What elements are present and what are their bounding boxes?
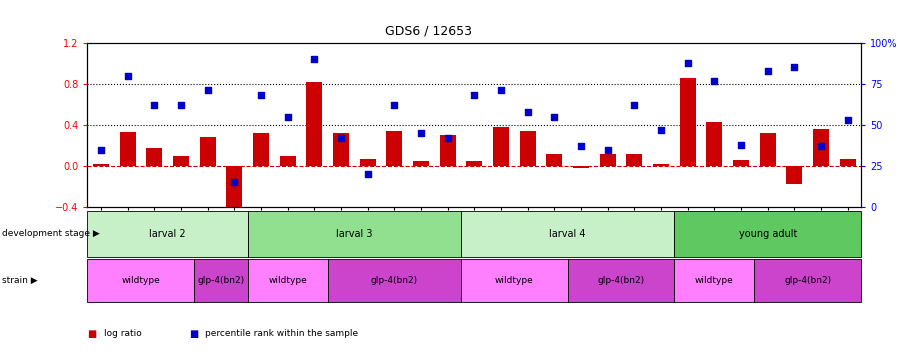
Bar: [307, 82, 322, 166]
Bar: [173, 156, 189, 166]
Text: wildtype: wildtype: [495, 276, 533, 285]
Point: [227, 180, 241, 185]
Point: [360, 171, 375, 177]
Point: [681, 60, 695, 65]
Text: strain ▶: strain ▶: [2, 276, 38, 285]
Text: wildtype: wildtype: [268, 276, 307, 285]
Bar: [840, 159, 856, 166]
Point: [333, 135, 348, 141]
Text: wildtype: wildtype: [695, 276, 734, 285]
Point: [627, 102, 642, 108]
Text: percentile rank within the sample: percentile rank within the sample: [205, 329, 358, 338]
Point: [173, 102, 188, 108]
Point: [814, 144, 829, 149]
Bar: [466, 161, 483, 166]
Bar: [146, 147, 162, 166]
Point: [654, 127, 669, 133]
Bar: [787, 166, 802, 185]
Point: [734, 142, 749, 147]
Text: ■: ■: [189, 329, 198, 339]
Point: [494, 87, 508, 93]
Bar: [253, 133, 269, 166]
Bar: [493, 127, 509, 166]
Bar: [680, 78, 695, 166]
Point: [547, 114, 562, 120]
Bar: [439, 135, 456, 166]
Bar: [573, 166, 589, 168]
Bar: [653, 164, 669, 166]
Bar: [519, 131, 536, 166]
Text: glp-4(bn2): glp-4(bn2): [598, 276, 645, 285]
Bar: [760, 133, 775, 166]
Point: [787, 65, 802, 70]
Bar: [332, 133, 349, 166]
Point: [841, 117, 856, 123]
Point: [414, 130, 428, 136]
Text: glp-4(bn2): glp-4(bn2): [197, 276, 244, 285]
Point: [600, 147, 615, 152]
Text: larval 3: larval 3: [336, 229, 372, 239]
Text: larval 4: larval 4: [550, 229, 586, 239]
Bar: [280, 156, 296, 166]
Bar: [200, 137, 216, 166]
Bar: [600, 154, 616, 166]
Text: young adult: young adult: [739, 229, 797, 239]
Point: [253, 92, 268, 98]
Text: glp-4(bn2): glp-4(bn2): [784, 276, 832, 285]
Point: [574, 144, 589, 149]
Point: [307, 56, 321, 62]
Text: glp-4(bn2): glp-4(bn2): [371, 276, 418, 285]
Bar: [93, 164, 109, 166]
Bar: [546, 154, 563, 166]
Point: [467, 92, 482, 98]
Point: [761, 68, 775, 74]
Bar: [359, 159, 376, 166]
Point: [440, 135, 455, 141]
Point: [520, 109, 535, 115]
Point: [146, 102, 161, 108]
Point: [280, 114, 295, 120]
Text: GDS6 / 12653: GDS6 / 12653: [385, 25, 472, 38]
Text: development stage ▶: development stage ▶: [2, 229, 99, 238]
Text: larval 2: larval 2: [149, 229, 186, 239]
Point: [387, 102, 402, 108]
Point: [200, 87, 215, 93]
Point: [120, 73, 134, 79]
Bar: [413, 161, 429, 166]
Bar: [227, 166, 242, 212]
Bar: [120, 132, 135, 166]
Bar: [813, 129, 829, 166]
Bar: [733, 160, 749, 166]
Point: [93, 147, 108, 152]
Bar: [626, 154, 642, 166]
Bar: [706, 122, 722, 166]
Text: wildtype: wildtype: [122, 276, 160, 285]
Point: [707, 78, 722, 84]
Text: ■: ■: [87, 329, 97, 339]
Text: log ratio: log ratio: [104, 329, 142, 338]
Bar: [386, 131, 402, 166]
